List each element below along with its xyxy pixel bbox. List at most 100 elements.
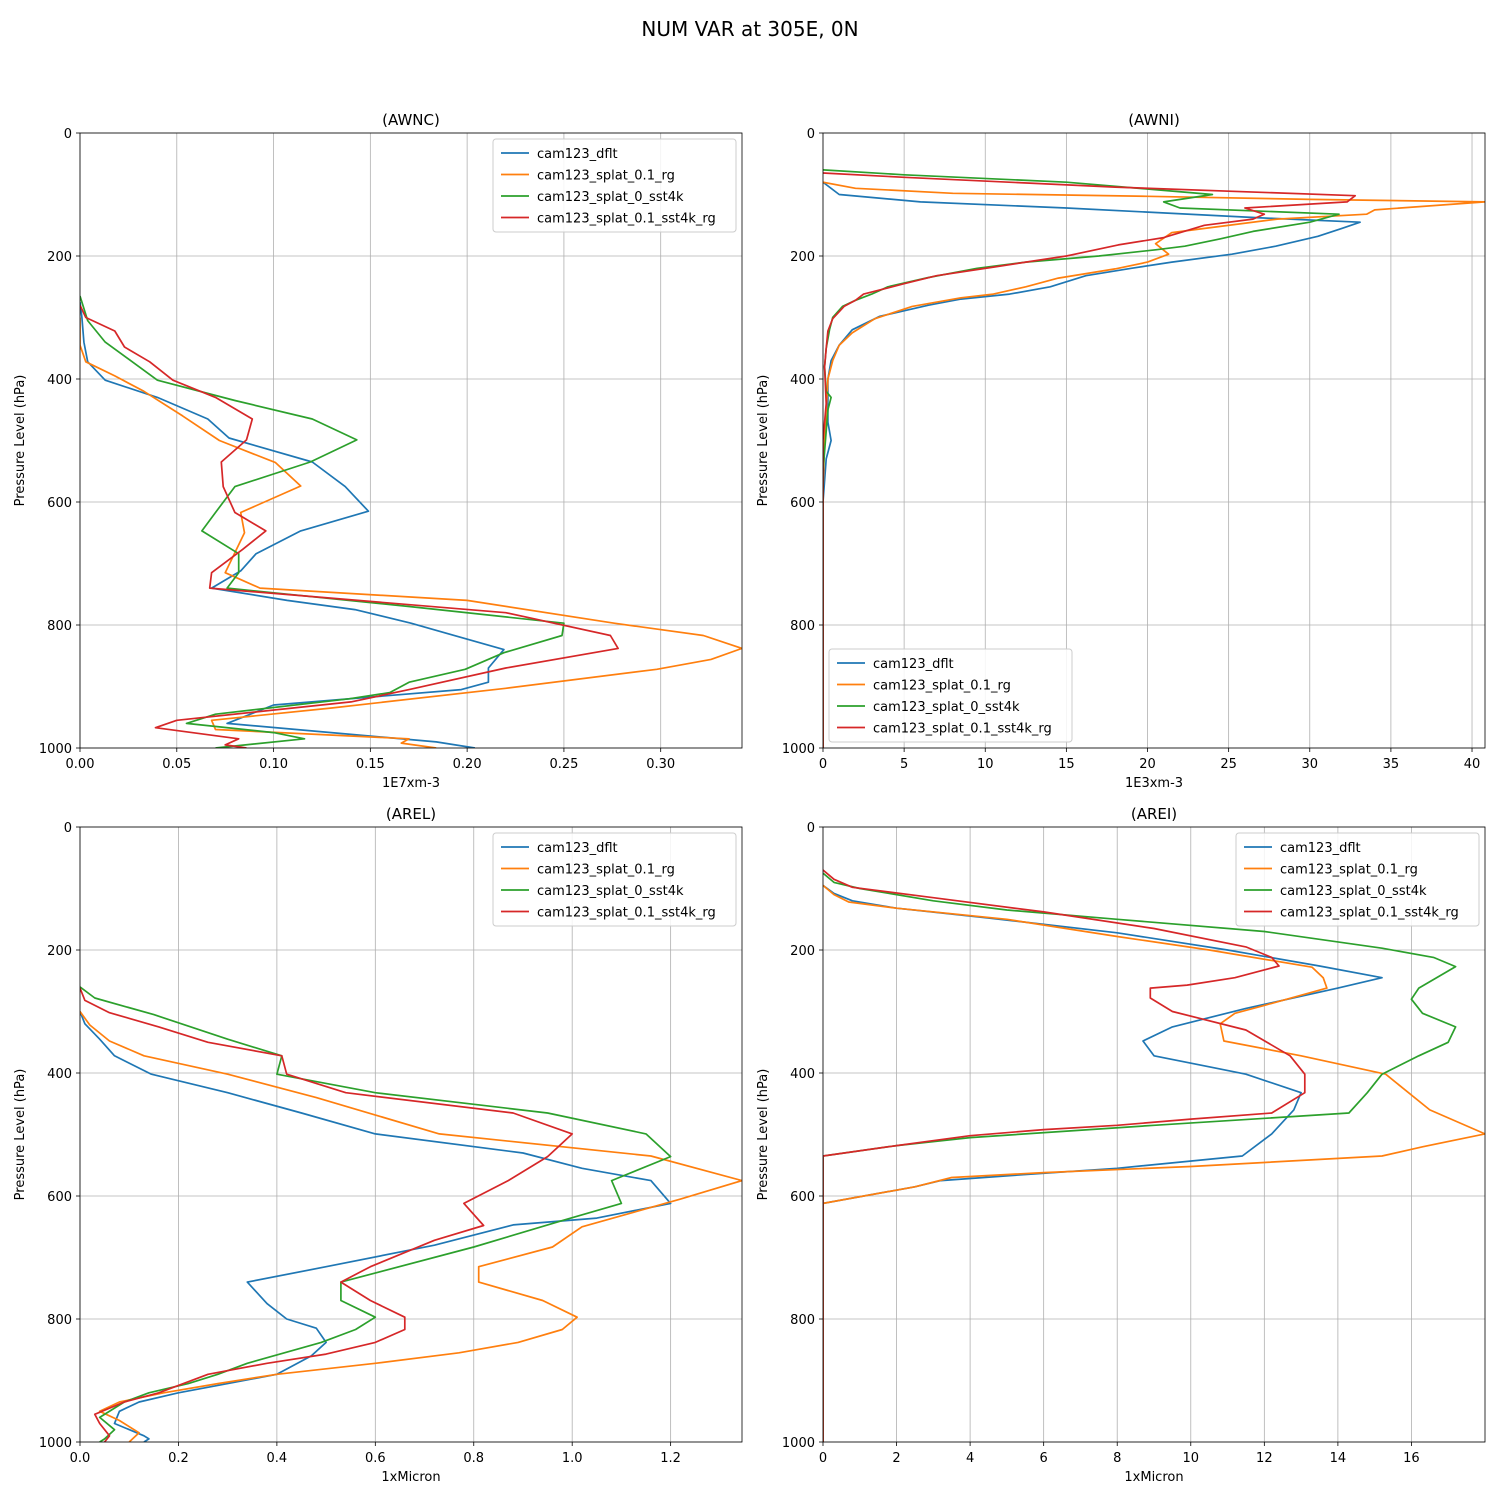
- legend-box: [492, 832, 737, 927]
- y-tick-label: 600: [790, 496, 815, 511]
- x-tick-label: 0.2: [168, 1451, 189, 1466]
- legend-entry: cam123_splat_0.1_sst4k_rg: [537, 212, 716, 227]
- y-tick-label: 200: [790, 944, 815, 959]
- y-tick-label: 800: [790, 619, 815, 634]
- series-line-cam123_dflt: [80, 1011, 672, 1442]
- series-line-cam123_splat_0_sst4k: [80, 986, 672, 1442]
- series-line-cam123_splat_0.1_rg: [823, 181, 1485, 748]
- y-axis-label: Pressure Level (hPa): [756, 375, 771, 507]
- y-tick-label: 400: [47, 1067, 72, 1082]
- y-tick-label: 1000: [39, 742, 72, 757]
- legend-entry: cam123_splat_0.1_rg: [537, 169, 675, 184]
- series-line-cam123_splat_0.1_rg: [80, 1011, 742, 1442]
- legend: cam123_dflt cam123_splat_0.1_rg cam123_spl…: [492, 832, 737, 927]
- legend-box: [492, 138, 737, 233]
- y-tick-label: 1000: [782, 1436, 815, 1451]
- y-tick-label: 1000: [39, 1436, 72, 1451]
- legend-entry: cam123_dflt: [1280, 841, 1361, 856]
- x-tick-label: 8: [1113, 1451, 1121, 1466]
- x-axis-label: 1xMicron: [381, 1470, 440, 1485]
- x-axis-label: 1xMicron: [1124, 1470, 1183, 1485]
- y-tick-label: 0: [64, 127, 72, 142]
- axes-frame: [822, 132, 1486, 749]
- x-tick-label: 0.00: [66, 757, 95, 772]
- y-tick-label: 0: [807, 127, 815, 142]
- series-line-cam123_splat_0.1_sst4k_rg: [80, 987, 574, 1442]
- axes-frame: [822, 826, 1486, 1443]
- series-line-cam123_dflt: [80, 301, 505, 748]
- legend-box: [1235, 832, 1480, 927]
- legend-entry: cam123_splat_0_sst4k: [537, 884, 684, 899]
- subplot-awnc: 0.00 0.05 0.10 0.15 0.20 0.25 0.30 0 200 400 600 80…: [13, 111, 743, 791]
- legend: cam123_dflt cam123_splat_0.1_rg cam123_spl…: [1235, 832, 1480, 927]
- subplot-title: (AWNI): [1128, 111, 1180, 129]
- legend-entry: cam123_splat_0_sst4k: [537, 190, 684, 205]
- legend-entry: cam123_dflt: [537, 841, 618, 856]
- legend-entry: cam123_splat_0.1_sst4k_rg: [873, 722, 1052, 737]
- subplot-title: (AREI): [1131, 805, 1177, 823]
- x-tick-label: 30: [1301, 757, 1318, 772]
- x-tick-label: 0.6: [365, 1451, 386, 1466]
- subplot-title: (AREL): [386, 805, 436, 823]
- legend-entry: cam123_splat_0_sst4k: [1280, 884, 1427, 899]
- y-tick-label: 0: [807, 821, 815, 836]
- x-tick-label: 0.30: [646, 757, 675, 772]
- subplot-title: (AWNC): [382, 111, 440, 129]
- x-tick-label: 12: [1256, 1451, 1273, 1466]
- subplot-grid: 0.00 0.05 0.10 0.15 0.20 0.25 0.30020040060080…: [13, 111, 1486, 1485]
- legend-entry: cam123_dflt: [537, 147, 618, 162]
- legend-entry: cam123_splat_0.1_sst4k_rg: [537, 906, 716, 921]
- x-tick-label: 1.0: [562, 1451, 583, 1466]
- legend-entry: cam123_splat_0.1_rg: [537, 863, 675, 878]
- x-tick-label: 0: [819, 757, 827, 772]
- x-tick-label: 16: [1403, 1451, 1420, 1466]
- y-axis-label: Pressure Level (hPa): [13, 1069, 28, 1201]
- y-tick-label: 400: [790, 1067, 815, 1082]
- x-tick-label: 10: [977, 757, 994, 772]
- x-tick-label: 2: [892, 1451, 900, 1466]
- series-line-cam123_splat_0_sst4k: [823, 872, 1457, 1442]
- x-tick-label: 0.05: [162, 757, 191, 772]
- legend-entry: cam123_splat_0.1_rg: [873, 679, 1011, 694]
- y-tick-label: 200: [47, 944, 72, 959]
- y-tick-label: 400: [790, 373, 815, 388]
- legend-entry: cam123_splat_0.1_rg: [1280, 863, 1418, 878]
- y-tick-label: 600: [790, 1190, 815, 1205]
- x-tick-label: 0.8: [463, 1451, 484, 1466]
- x-axis-label: 1E3xm-3: [1125, 776, 1183, 791]
- y-tick-label: 400: [47, 373, 72, 388]
- x-tick-label: 0.15: [356, 757, 385, 772]
- legend: cam123_dflt cam123_splat_0.1_rg cam123_spl…: [492, 138, 737, 233]
- x-tick-label: 10: [1183, 1451, 1200, 1466]
- legend: cam123_dflt cam123_splat_0.1_rg cam123_spl…: [828, 648, 1073, 743]
- x-tick-label: 0.20: [453, 757, 482, 772]
- x-tick-label: 0.4: [267, 1451, 288, 1466]
- y-tick-label: 1000: [782, 742, 815, 757]
- y-axis-label: Pressure Level (hPa): [756, 1069, 771, 1201]
- x-tick-label: 35: [1383, 757, 1400, 772]
- y-tick-label: 800: [790, 1313, 815, 1328]
- series-line-cam123_splat_0.1_sst4k_rg: [823, 869, 1306, 1442]
- series-line-cam123_dflt: [823, 884, 1383, 1442]
- x-tick-label: 5: [900, 757, 908, 772]
- legend-entry: cam123_dflt: [873, 657, 954, 672]
- x-tick-label: 40: [1464, 757, 1481, 772]
- y-tick-label: 200: [47, 250, 72, 265]
- x-tick-label: 4: [966, 1451, 974, 1466]
- x-tick-label: 1.2: [660, 1451, 681, 1466]
- y-tick-label: 800: [47, 619, 72, 634]
- x-tick-label: 0: [819, 1451, 827, 1466]
- series-line-cam123_splat_0.1_rg: [823, 884, 1485, 1442]
- x-axis-label: 1E7xm-3: [382, 776, 440, 791]
- axes-frame: [79, 826, 743, 1443]
- subplot-awni: 0 5 10 15 20 25 30 35 4002004006008001000(AWNI)1…: [756, 111, 1486, 791]
- legend-entry: cam123_splat_0_sst4k: [873, 700, 1020, 715]
- y-axis-label: Pressure Level (hPa): [13, 375, 28, 507]
- axes-frame: [79, 132, 743, 749]
- x-tick-label: 0.10: [259, 757, 288, 772]
- series-line-cam123_splat_0.1_sst4k_rg: [823, 172, 1357, 748]
- legend-entry: cam123_splat_0.1_sst4k_rg: [1280, 906, 1459, 921]
- x-tick-label: 20: [1139, 757, 1156, 772]
- y-tick-label: 0: [64, 821, 72, 836]
- x-tick-label: 25: [1220, 757, 1237, 772]
